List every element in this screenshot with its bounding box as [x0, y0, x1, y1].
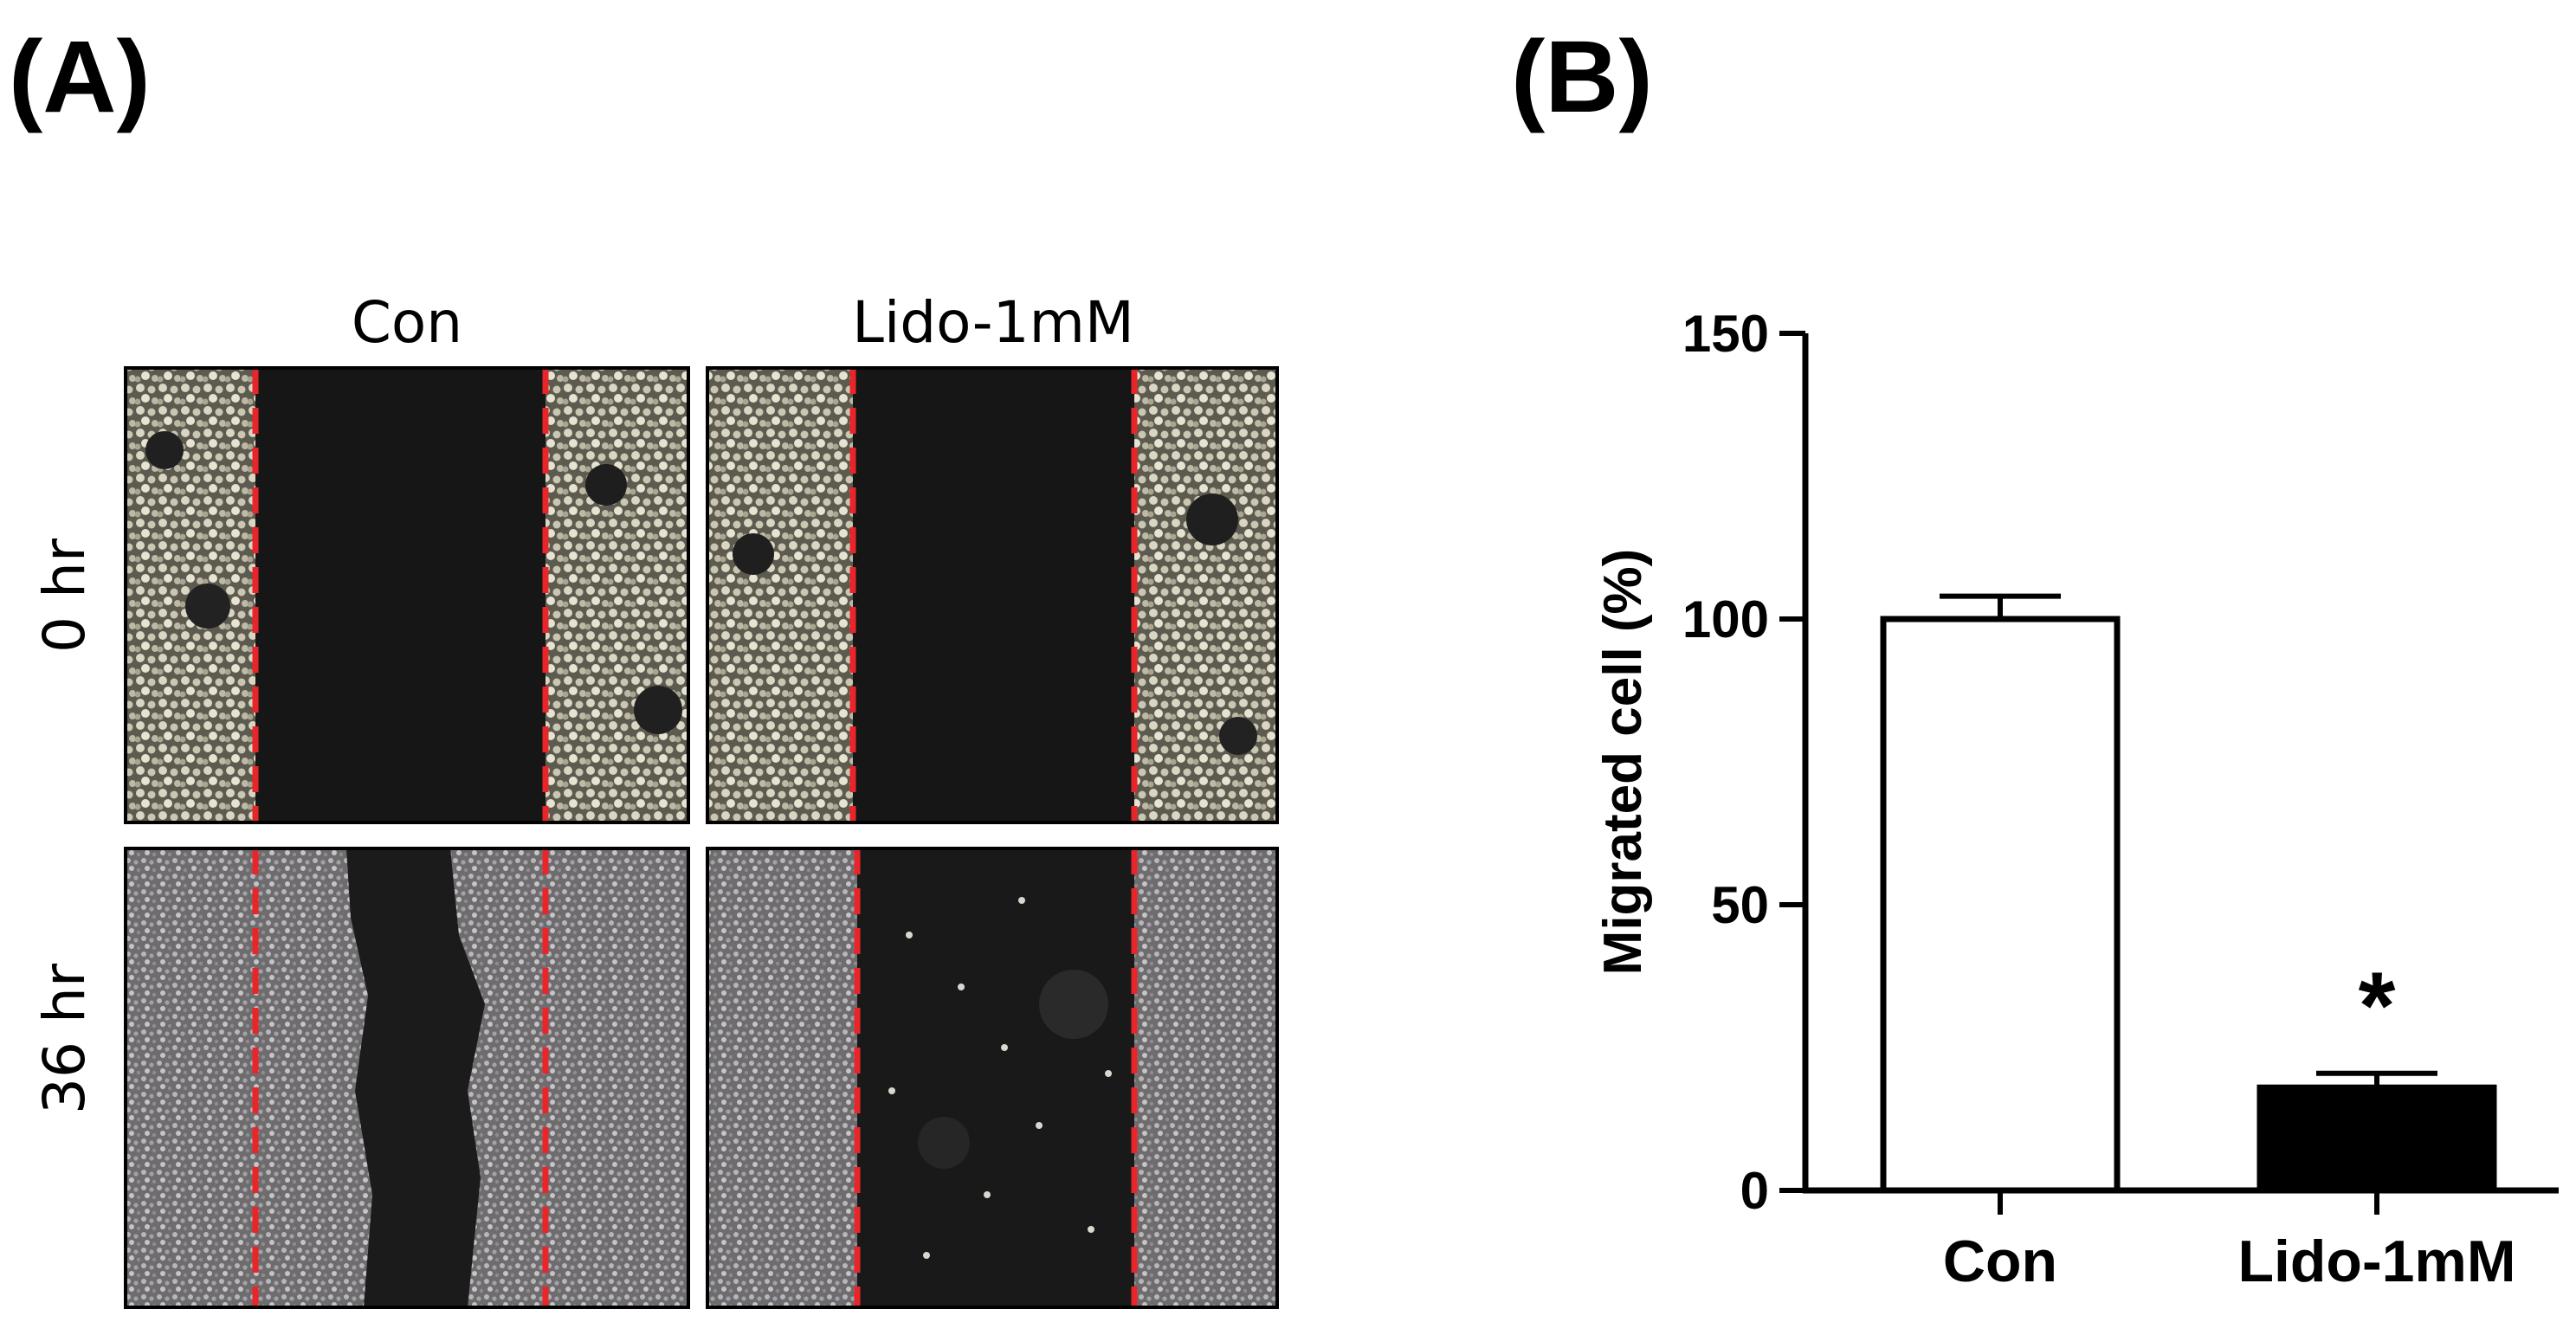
x-tick-label: Con: [1943, 1229, 2057, 1294]
column-header-con: Con: [351, 289, 463, 356]
image-lido-36hr: [706, 847, 1279, 1309]
y-tick-label: 100: [1682, 590, 1769, 648]
y-tick-label: 150: [1682, 305, 1769, 363]
y-tick-label: 0: [1740, 1162, 1769, 1220]
significance-marker: *: [2359, 953, 2396, 1060]
x-tick-label: Lido-1mM: [2237, 1229, 2515, 1294]
y-axis-title: Migrated cell (%): [1593, 549, 1653, 976]
bar: [2256, 1084, 2497, 1194]
bar: [1880, 616, 2121, 1194]
y-tick-label: 50: [1711, 876, 1769, 934]
column-header-lido: Lido-1mM: [852, 289, 1134, 356]
image-lido-0hr: [706, 366, 1279, 824]
microscopy-panel: [124, 366, 1279, 1309]
panel-a-label: (A): [9, 20, 151, 134]
image-con-36hr: [124, 847, 690, 1309]
panel-b-label: (B): [1511, 20, 1653, 134]
image-con-0hr: [124, 366, 690, 824]
